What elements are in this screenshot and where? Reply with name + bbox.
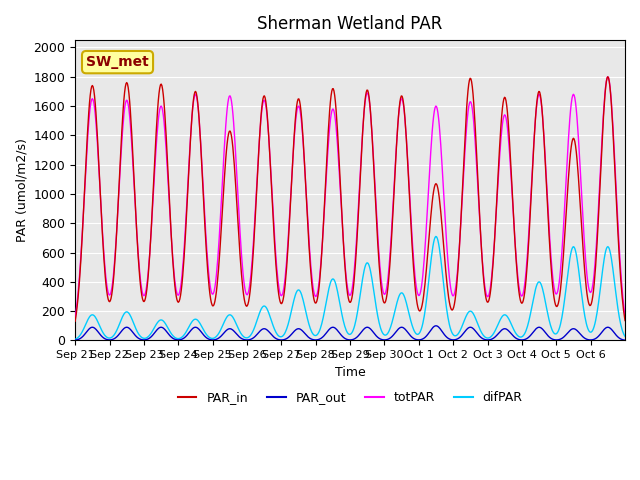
Legend: PAR_in, PAR_out, totPAR, difPAR: PAR_in, PAR_out, totPAR, difPAR <box>173 386 527 409</box>
X-axis label: Time: Time <box>335 366 365 379</box>
Text: SW_met: SW_met <box>86 55 149 69</box>
Title: Sherman Wetland PAR: Sherman Wetland PAR <box>257 15 443 33</box>
Y-axis label: PAR (umol/m2/s): PAR (umol/m2/s) <box>15 138 28 242</box>
